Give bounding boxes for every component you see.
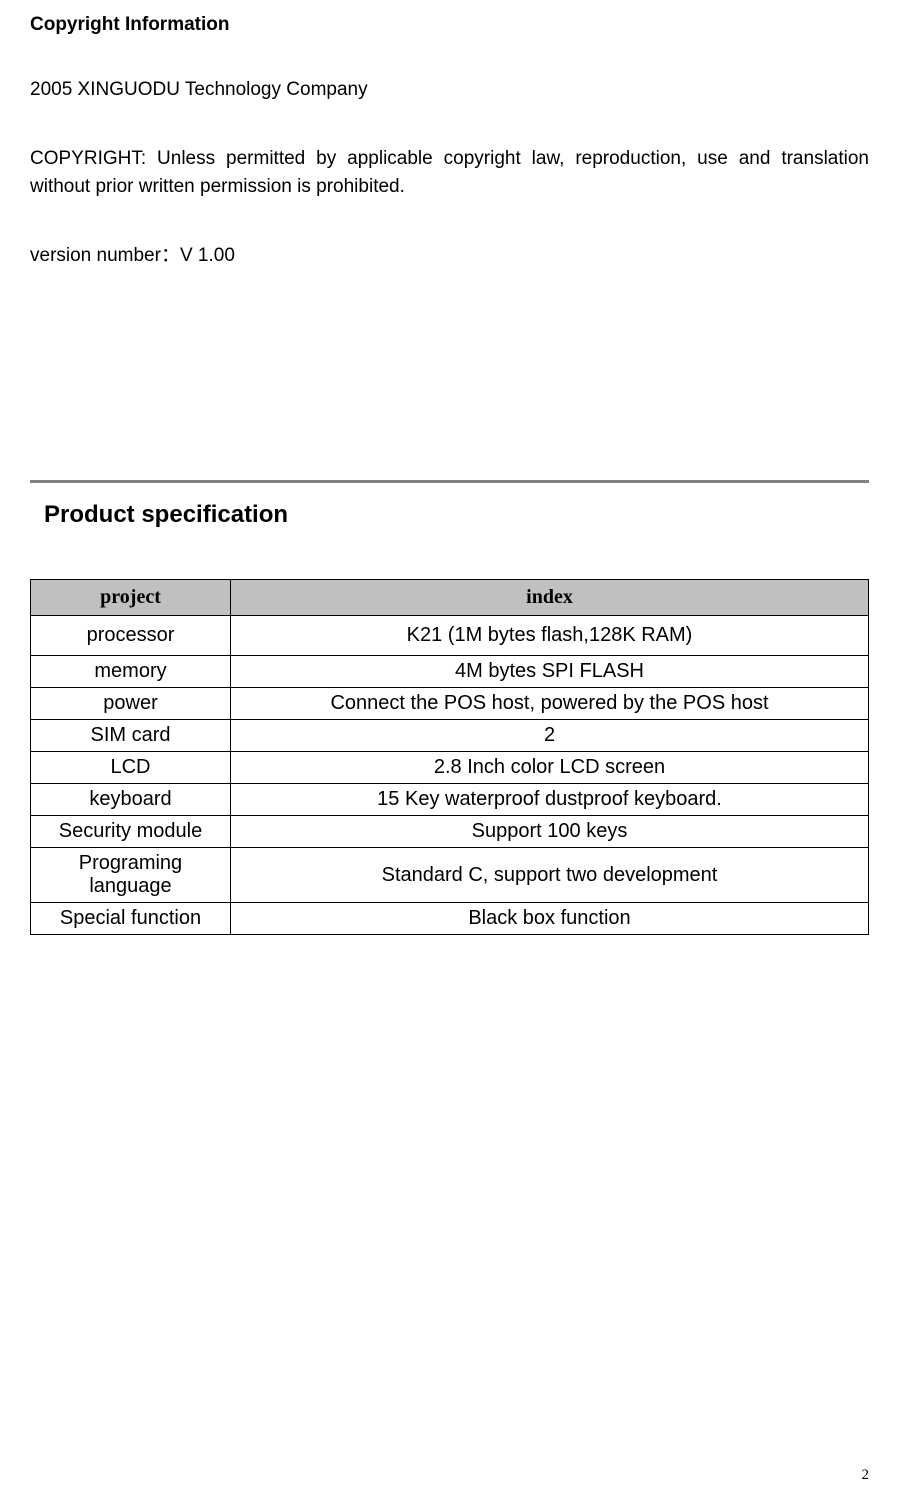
table-header-row: project index bbox=[31, 580, 869, 616]
cell-project: processor bbox=[31, 616, 231, 656]
cell-project: Security module bbox=[31, 816, 231, 848]
cell-index: 4M bytes SPI FLASH bbox=[231, 656, 869, 688]
cell-index: 15 Key waterproof dustproof keyboard. bbox=[231, 784, 869, 816]
version-line: version number：V 1.00 bbox=[30, 242, 869, 271]
section-divider bbox=[30, 480, 869, 483]
cell-index: Standard C, support two development bbox=[231, 848, 869, 903]
table-row: Programing language Standard C, support … bbox=[31, 848, 869, 903]
table-row: Security module Support 100 keys bbox=[31, 816, 869, 848]
cell-project: Programing language bbox=[31, 848, 231, 903]
cell-project: Special function bbox=[31, 903, 231, 935]
table-row: processor K21 (1M bytes flash,128K RAM) bbox=[31, 616, 869, 656]
cell-index: Support 100 keys bbox=[231, 816, 869, 848]
cell-index: 2.8 Inch color LCD screen bbox=[231, 752, 869, 784]
table-row: power Connect the POS host, powered by t… bbox=[31, 688, 869, 720]
page-number: 2 bbox=[862, 1467, 870, 1484]
spec-table: project index processor K21 (1M bytes fl… bbox=[30, 579, 869, 935]
cell-index: 2 bbox=[231, 720, 869, 752]
copyright-notice: COPYRIGHT: Unless permitted by applicabl… bbox=[30, 145, 869, 202]
table-row: SIM card 2 bbox=[31, 720, 869, 752]
section-title: Product specification bbox=[44, 501, 869, 529]
cell-index: Connect the POS host, powered by the POS… bbox=[231, 688, 869, 720]
table-row: Special function Black box function bbox=[31, 903, 869, 935]
cell-index: K21 (1M bytes flash,128K RAM) bbox=[231, 616, 869, 656]
company-line: 2005 XINGUODU Technology Company bbox=[30, 76, 869, 105]
table-row: memory 4M bytes SPI FLASH bbox=[31, 656, 869, 688]
cell-index: Black box function bbox=[231, 903, 869, 935]
cell-project: memory bbox=[31, 656, 231, 688]
table-row: LCD 2.8 Inch color LCD screen bbox=[31, 752, 869, 784]
table-row: keyboard 15 Key waterproof dustproof key… bbox=[31, 784, 869, 816]
cell-project: LCD bbox=[31, 752, 231, 784]
cell-project: SIM card bbox=[31, 720, 231, 752]
header-project: project bbox=[31, 580, 231, 616]
header-index: index bbox=[231, 580, 869, 616]
cell-project: power bbox=[31, 688, 231, 720]
cell-project: keyboard bbox=[31, 784, 231, 816]
copyright-heading: Copyright Information bbox=[30, 14, 869, 36]
